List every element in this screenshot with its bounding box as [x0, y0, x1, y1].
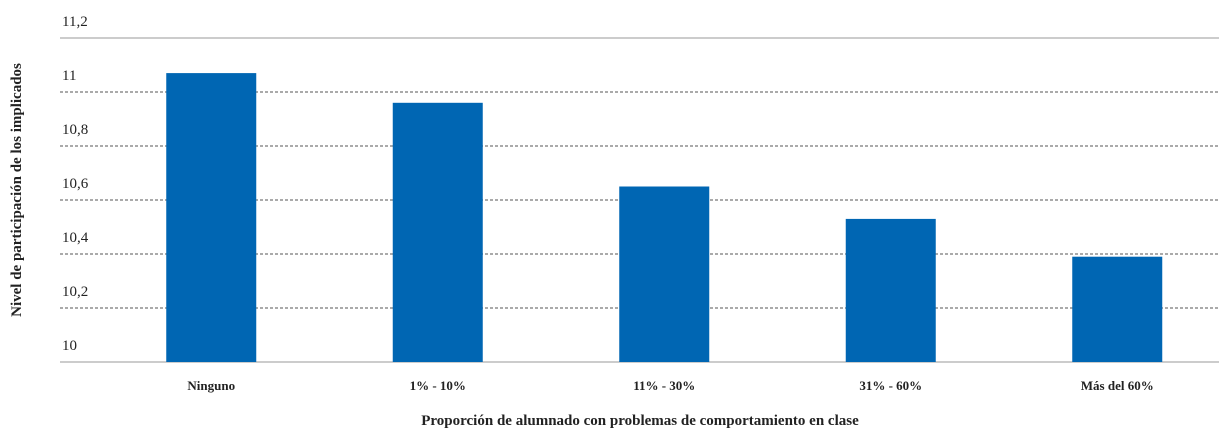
y-tick-label: 10,2	[62, 284, 88, 300]
y-tick-label: 10,8	[62, 122, 88, 138]
y-axis-title: Nivel de participación de los implicados	[9, 63, 25, 317]
y-tick-label: 11,2	[62, 14, 88, 30]
x-axis-title: Proporción de alumnado con problemas de …	[421, 413, 859, 429]
y-tick-label: 10,4	[62, 230, 89, 246]
y-tick-label: 10,6	[62, 176, 89, 192]
x-tick-label: Más del 60%	[1081, 378, 1154, 393]
x-tick-label: 1% - 10%	[410, 378, 466, 393]
bar	[619, 186, 710, 362]
bar	[1072, 256, 1163, 362]
x-tick-label: 11% - 30%	[633, 378, 695, 393]
y-tick-label: 10	[62, 338, 77, 354]
x-tick-label: 31% - 60%	[859, 378, 922, 393]
x-tick-label: Ninguno	[187, 378, 235, 393]
y-tick-label: 11	[62, 68, 76, 84]
bar	[166, 73, 257, 362]
bar	[845, 218, 936, 362]
bar	[392, 102, 483, 363]
